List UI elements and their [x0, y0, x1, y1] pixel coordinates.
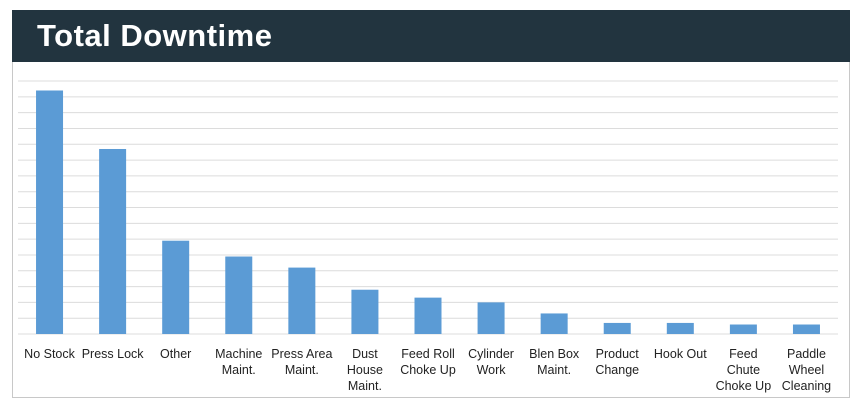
- x-tick-label: Press Area Maint.: [271, 347, 333, 377]
- x-tick-label: Other: [160, 347, 192, 361]
- x-tick-label: Dust House Maint.: [346, 347, 383, 393]
- bar: [288, 267, 316, 334]
- bar: [162, 240, 190, 334]
- x-tick-label: Paddle Wheel Cleaning: [781, 347, 832, 393]
- x-tick-label: Product Change: [595, 347, 640, 377]
- bar: [477, 302, 505, 334]
- chart-panel: [12, 62, 850, 398]
- chart-title: Total Downtime: [37, 18, 273, 53]
- bar: [99, 148, 127, 334]
- bar: [414, 297, 442, 334]
- bar: [540, 313, 568, 334]
- bar: [603, 322, 631, 334]
- bar: [729, 324, 757, 334]
- x-tick-label: Blen Box Maint.: [529, 347, 580, 377]
- x-tick-label: Machine Maint.: [215, 347, 263, 377]
- x-tick-label: No Stock: [24, 347, 75, 361]
- bar: [351, 289, 379, 334]
- x-tick-label: Feed Chute Choke Up: [715, 347, 772, 393]
- header: Total Downtime: [12, 10, 850, 62]
- x-tick-label: Press Lock: [81, 347, 144, 361]
- bar: [792, 324, 820, 334]
- x-tick-label: Feed Roll Choke Up: [400, 347, 456, 377]
- x-tick-label: Hook Out: [653, 347, 707, 361]
- bar: [36, 90, 64, 334]
- bar: [225, 256, 253, 334]
- x-tick-label: Cylinder Work: [468, 347, 514, 377]
- bar: [666, 322, 694, 334]
